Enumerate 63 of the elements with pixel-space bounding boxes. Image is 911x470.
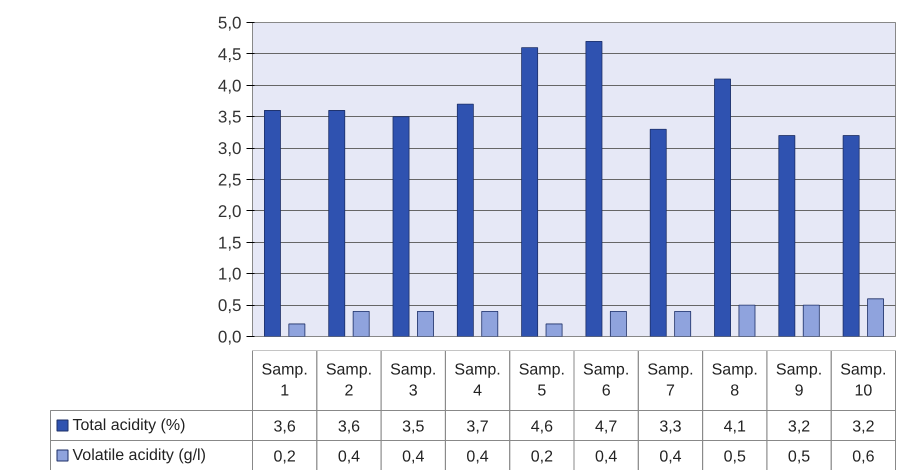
x-tick-label: Samp. 2 [326, 361, 372, 400]
bar [481, 310, 498, 336]
x-tick-label: Samp. 4 [454, 361, 501, 400]
data-label: 4,7 [595, 418, 618, 436]
data-label: 3,3 [659, 418, 682, 436]
data-label: 0,6 [852, 448, 875, 466]
legend-label: Volatile acidity (g/l) [72, 447, 206, 464]
y-tick-label: 4,5 [218, 44, 242, 64]
data-label: 3,6 [274, 418, 296, 436]
data-label: 0,5 [724, 448, 746, 466]
bar [650, 128, 667, 336]
data-label: 4,1 [724, 418, 746, 436]
data-label: 4,6 [530, 418, 554, 436]
bar [867, 298, 884, 336]
data-label: 0,2 [530, 448, 554, 466]
data-label: 3,2 [788, 418, 810, 436]
bar [328, 110, 346, 336]
data-label: 0,4 [595, 448, 618, 466]
y-tick-label: 2,5 [218, 170, 242, 190]
bar [546, 324, 563, 336]
bar [585, 40, 602, 336]
data-label: 0,5 [788, 448, 810, 466]
y-tick-label: 1,0 [218, 264, 242, 284]
y-tick-label: 3,5 [218, 108, 242, 127]
data-label: 3,5 [402, 418, 424, 436]
y-tick-label: 0,5 [218, 296, 242, 316]
x-tick-label: Samp. 3 [390, 361, 436, 400]
data-label: 0,4 [338, 448, 360, 466]
data-label: 0,4 [402, 448, 424, 466]
data-label: 3,2 [852, 418, 875, 436]
bar [264, 110, 281, 336]
y-tick-label: 3,0 [218, 139, 242, 158]
x-tick-label: Samp. 8 [712, 361, 758, 400]
data-label: 0,4 [659, 448, 682, 466]
data-label: 3,7 [466, 418, 489, 436]
bar [610, 310, 627, 336]
bar [842, 135, 860, 336]
x-tick-label: Samp. 5 [518, 361, 565, 400]
y-tick-label: 1,5 [218, 233, 242, 252]
x-tick-label: Samp. 1 [262, 361, 308, 400]
bar [456, 104, 474, 336]
bar [352, 310, 370, 336]
bar [714, 78, 731, 336]
x-tick-label: Samp. 10 [840, 361, 886, 400]
bar [802, 304, 820, 336]
bar [417, 310, 434, 336]
bar [778, 135, 796, 336]
y-tick-label: 2,0 [218, 202, 242, 221]
data-label: 0,2 [274, 448, 296, 466]
y-tick-label: 4,0 [218, 76, 242, 96]
data-label: 3,6 [338, 418, 360, 436]
legend-label: Total acidity (%) [72, 417, 186, 434]
bar [521, 47, 538, 336]
x-tick-label: Samp. 7 [647, 361, 694, 400]
y-tick-label: 0,0 [218, 328, 242, 346]
bar [674, 310, 692, 336]
y-tick-label: 5,0 [218, 14, 242, 32]
data-label: 0,4 [466, 448, 489, 466]
bar [288, 324, 306, 336]
x-tick-label: Samp. 6 [583, 361, 630, 400]
x-tick-label: Samp. 9 [776, 361, 822, 400]
bar [738, 304, 756, 336]
bar [392, 116, 410, 336]
